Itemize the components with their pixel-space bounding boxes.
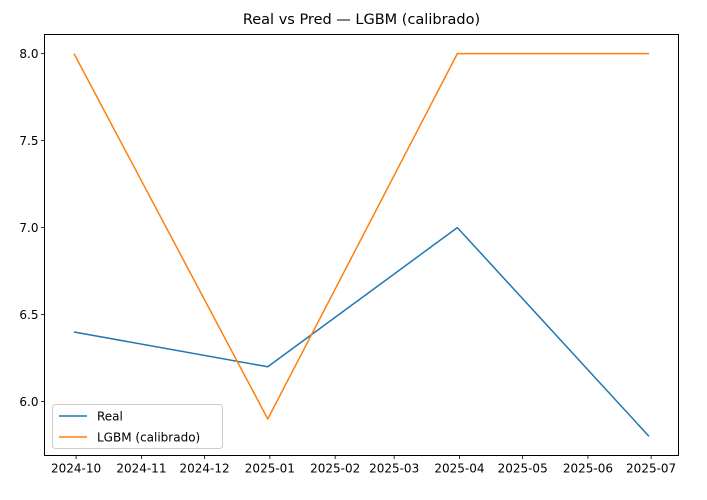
x-tick-label: 2025-03	[369, 462, 419, 476]
x-tick-label: 2025-07	[626, 462, 676, 476]
legend-label-real: Real	[97, 410, 123, 424]
plot-lines	[73, 52, 650, 437]
x-tick-label: 2024-11	[116, 462, 166, 476]
x-tick-label: 2025-02	[310, 462, 360, 476]
legend: Real LGBM (calibrado)	[52, 404, 223, 449]
x-tick-label: 2025-06	[563, 462, 613, 476]
y-tick-label: 6.0	[19, 395, 38, 409]
chart-title: Real vs Pred — LGBM (calibrado)	[243, 12, 480, 28]
x-tick-label: 2024-12	[180, 462, 230, 476]
legend-label-lgbm: LGBM (calibrado)	[97, 431, 200, 445]
y-tick-label: 7.0	[19, 221, 38, 235]
series-line-0	[73, 226, 650, 437]
x-tick-label: 2025-04	[434, 462, 484, 476]
y-tick-label: 8.0	[19, 47, 38, 61]
y-tick-label: 7.5	[19, 134, 38, 148]
x-tick-label: 2025-05	[498, 462, 548, 476]
x-tick-label: 2025-01	[245, 462, 295, 476]
legend-box	[52, 404, 223, 449]
x-axis: 2024-10 2024-11 2024-12 2025-01 2025-02 2025-…	[51, 455, 676, 476]
x-tick-label: 2024-10	[51, 462, 101, 476]
series-line-1	[73, 52, 650, 420]
y-axis: 6.0 6.5 7.0 7.5 8.0	[19, 47, 45, 409]
plot-frame	[44, 34, 679, 456]
y-tick-label: 6.5	[19, 308, 38, 322]
